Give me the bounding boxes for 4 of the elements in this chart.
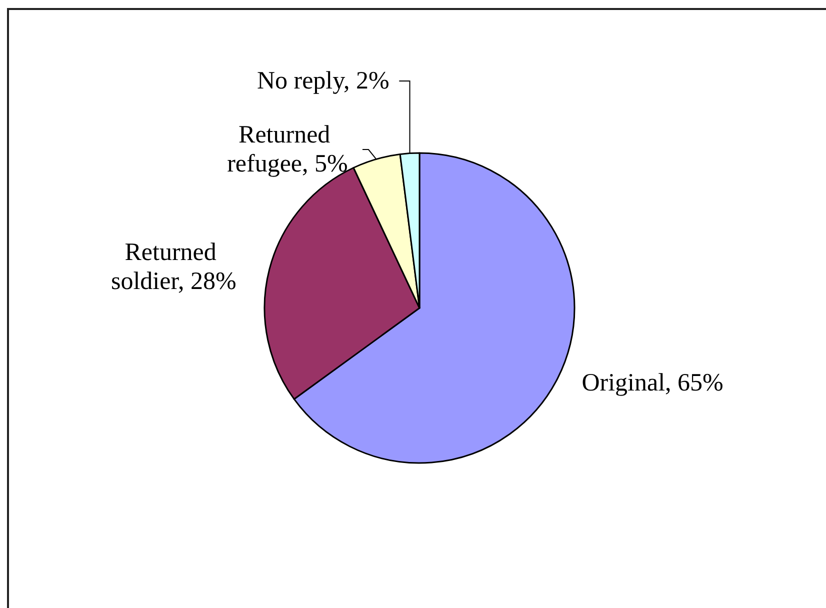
slice-label: Original, 65% [582,369,724,396]
slice-label: Returned refugee, 5% [227,122,348,178]
slice-label: Returned soldier, 28% [110,238,236,295]
slice-label: No reply, 2% [256,68,390,95]
